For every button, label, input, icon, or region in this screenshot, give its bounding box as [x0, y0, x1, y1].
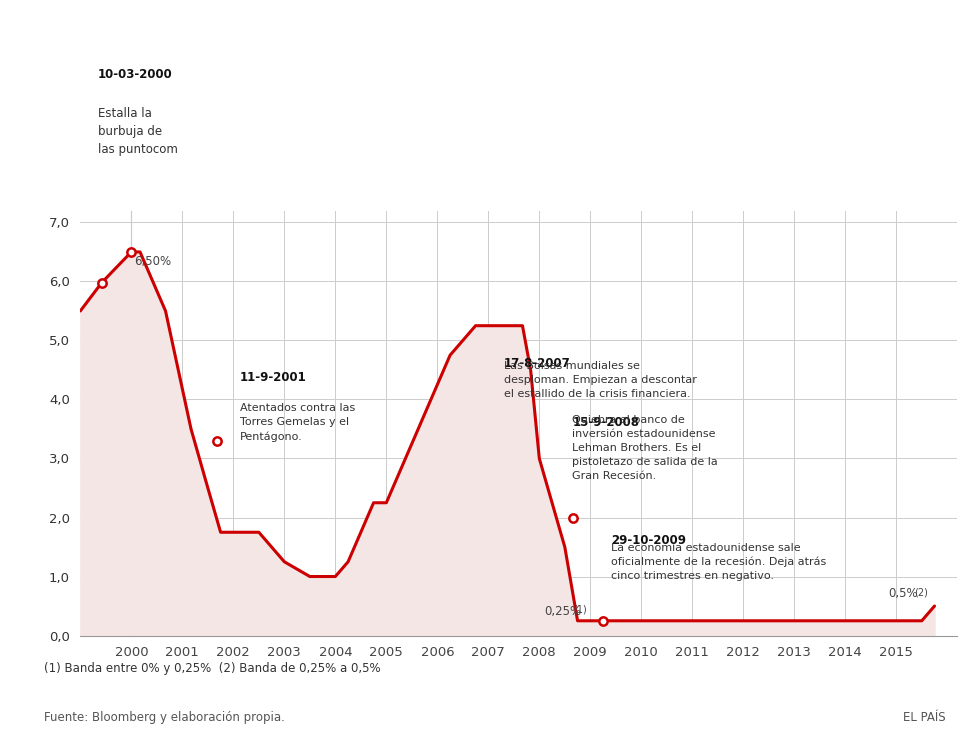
Text: Atentados contra las
Torres Gemelas y el
Pentágono.: Atentados contra las Torres Gemelas y el…: [240, 403, 356, 441]
Text: Quiebra el banco de
inversión estadounidense
Lehman Brothers. Es el
pistoletazo : Quiebra el banco de inversión estadounid…: [572, 415, 718, 481]
Text: (1): (1): [573, 605, 587, 615]
Text: 0,25%: 0,25%: [545, 605, 581, 618]
Text: (2): (2): [914, 588, 928, 597]
Text: 29-10-2009: 29-10-2009: [611, 534, 686, 547]
Text: 6,50%: 6,50%: [134, 256, 172, 268]
Text: La economía estadounidense sale
oficialmente de la recesión. Deja atrás
cinco tr: La economía estadounidense sale oficialm…: [611, 542, 826, 582]
Text: Las Bolsas mundiales se
desploman. Empiezan a descontar
el estallido de la crisi: Las Bolsas mundiales se desploman. Empie…: [504, 361, 697, 398]
Text: 15-9-2008: 15-9-2008: [572, 416, 640, 429]
Text: Fuente: Bloomberg y elaboración propia.: Fuente: Bloomberg y elaboración propia.: [44, 710, 285, 723]
Text: 0,5%: 0,5%: [889, 588, 918, 600]
Text: 17-8-2007: 17-8-2007: [504, 357, 570, 370]
Text: (1) Banda entre 0% y 0,25%  (2) Banda de 0,25% a 0,5%: (1) Banda entre 0% y 0,25% (2) Banda de …: [44, 662, 380, 675]
Text: Estalla la
burbuja de
las puntocom: Estalla la burbuja de las puntocom: [98, 107, 178, 156]
Text: 10-03-2000: 10-03-2000: [98, 67, 172, 81]
Text: 11-9-2001: 11-9-2001: [240, 370, 307, 384]
Text: EL PAÍS: EL PAÍS: [904, 710, 946, 723]
